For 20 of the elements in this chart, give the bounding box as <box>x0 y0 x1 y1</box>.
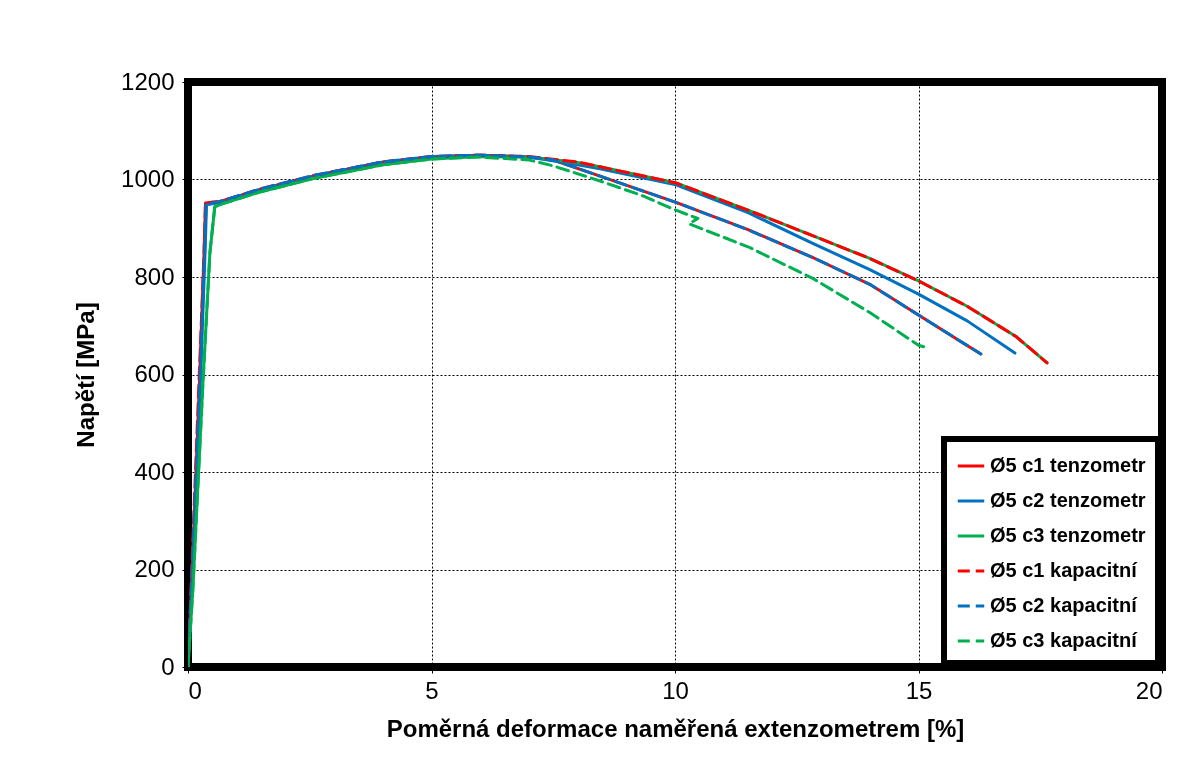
y-axis-title: Napětí [MPa] <box>72 302 100 448</box>
y-tick-label: 1000 <box>121 165 175 192</box>
legend-label: Ø5 c3 tenzometr <box>990 524 1146 546</box>
x-tick-label: 0 <box>188 676 202 704</box>
x-tick-label: 15 <box>905 676 933 704</box>
x-tick-label: 10 <box>662 676 689 704</box>
y-tick-label: 600 <box>134 360 175 387</box>
x-tick-label: 20 <box>1135 676 1163 704</box>
y-tick-label: 400 <box>134 457 175 485</box>
x-axis-title: Poměrná deformace naměřená extenzometrem [%] <box>386 714 965 742</box>
y-tick-label: 800 <box>134 262 175 290</box>
legend-label: Ø5 c1 tenzometr <box>990 454 1146 476</box>
legend-label: Ø5 c3 kapacitní <box>990 629 1139 651</box>
y-tick-label: 1200 <box>121 67 175 95</box>
legend-label: Ø5 c2 tenzometr <box>990 489 1146 511</box>
legend-label: Ø5 c2 kapacitní <box>990 594 1139 616</box>
x-tick-label: 5 <box>425 676 439 704</box>
legend-label: Ø5 c1 kapacitní <box>990 559 1139 581</box>
y-tick-label: 200 <box>134 555 175 582</box>
y-tick-label: 0 <box>161 652 175 680</box>
